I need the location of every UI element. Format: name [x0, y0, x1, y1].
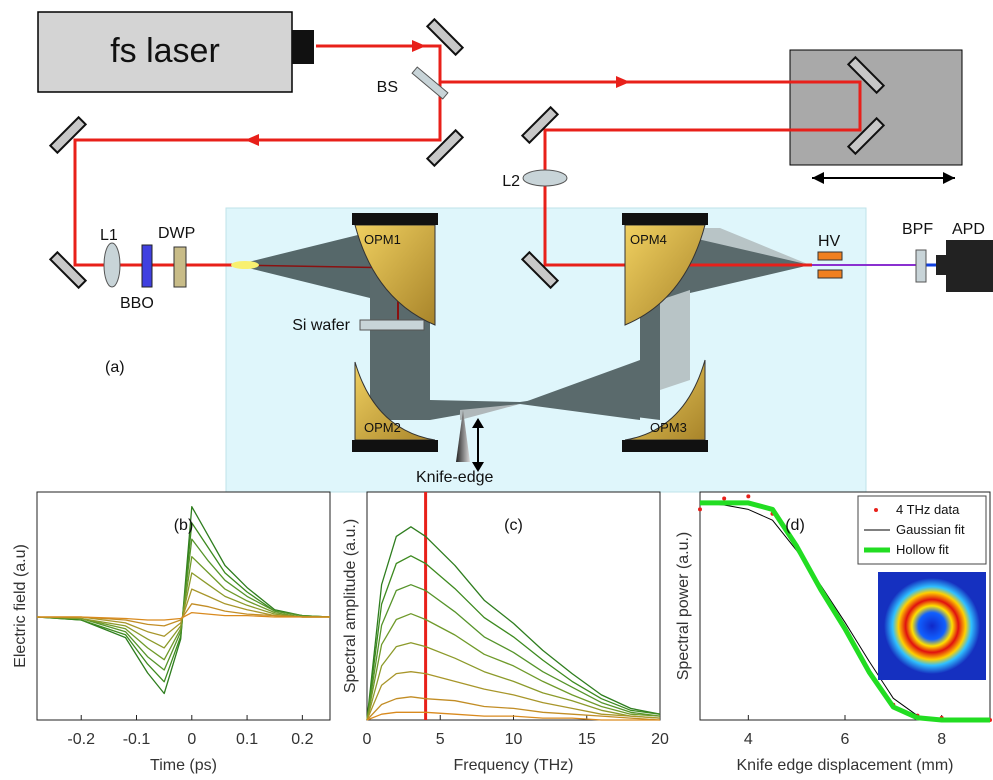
x-axis-label: Time (ps) [150, 757, 217, 774]
data-point [698, 507, 702, 511]
x-tick-label: 10 [505, 731, 523, 748]
delay-stage [790, 50, 962, 165]
label: OPM1 [364, 232, 401, 247]
x-tick-label: -0.2 [67, 731, 95, 748]
x-tick-label: 0.1 [236, 731, 258, 748]
x-tick-label: 15 [578, 731, 596, 748]
lens [104, 243, 120, 287]
x-tick-label: 6 [841, 731, 850, 748]
lens [523, 170, 567, 186]
label: Si wafer [292, 317, 350, 334]
legend-label: Hollow fit [896, 542, 949, 557]
electrode [818, 270, 842, 278]
legend-swatch [874, 508, 878, 512]
label: fs laser [110, 32, 220, 70]
y-axis-label: Spectral amplitude (a.u.) [342, 519, 359, 693]
x-tick-label: 0 [187, 731, 196, 748]
label: OPM2 [364, 420, 401, 435]
panel-label: (b) [174, 517, 194, 534]
legend-label: 4 THz data [896, 502, 960, 517]
setup-diagram: fs laser [38, 12, 993, 492]
bbo-crystal [142, 245, 152, 287]
label: HV [818, 233, 841, 250]
x-tick-label: 8 [937, 731, 946, 748]
panel-label: (d) [785, 517, 805, 534]
x-tick-label: 0.2 [291, 731, 313, 748]
label: L1 [100, 227, 118, 244]
inset-ring [884, 578, 980, 674]
x-tick-label: 5 [436, 731, 445, 748]
x-tick-label: 20 [651, 731, 669, 748]
x-tick-label: 4 [744, 731, 753, 748]
label: OPM3 [650, 420, 687, 435]
label: BPF [902, 221, 933, 238]
figure: fs laser [0, 0, 993, 780]
y-axis-label: Spectral power (a.u.) [675, 532, 692, 681]
waveplate [174, 247, 186, 287]
label: OPM4 [630, 232, 667, 247]
panel-label: (c) [504, 517, 523, 534]
apd [946, 240, 993, 292]
y-axis-label: Electric field (a.u) [12, 544, 29, 668]
x-axis-label: Knife edge displacement (mm) [737, 757, 954, 774]
x-tick-label: 0 [363, 731, 372, 748]
emitter-spot [231, 261, 259, 269]
label: APD [952, 221, 985, 238]
label: (a) [105, 359, 125, 376]
label: L2 [502, 173, 520, 190]
si-wafer [360, 320, 424, 330]
label: DWP [158, 225, 195, 242]
x-axis-label: Frequency (THz) [453, 757, 573, 774]
electrode [818, 252, 842, 260]
label: Knife-edge [416, 469, 493, 486]
legend-label: Gaussian fit [896, 522, 965, 537]
bandpass-filter [916, 250, 926, 282]
label: BBO [120, 295, 154, 312]
data-point [746, 494, 750, 498]
apd-front [936, 255, 946, 275]
label: BS [377, 79, 398, 96]
x-tick-label: -0.1 [123, 731, 151, 748]
data-point [722, 497, 726, 501]
charts: -0.2 -0.1 0 0.1 0.2 (b) Time (ps) Electric fiel… [12, 492, 992, 774]
laser-head [292, 30, 314, 64]
